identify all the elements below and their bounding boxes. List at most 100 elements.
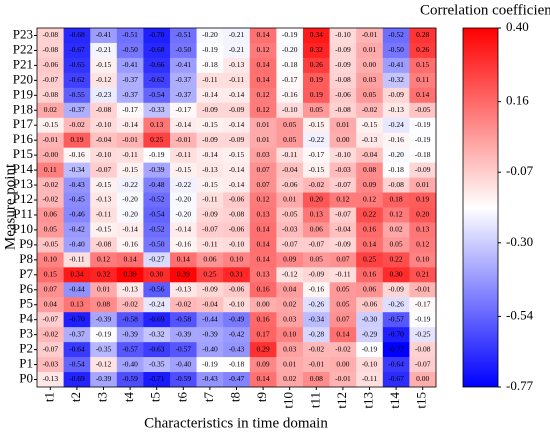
- cell-label: -0.10: [96, 120, 112, 129]
- cell-label: 0.06: [203, 255, 216, 264]
- heat-cell: [356, 117, 384, 134]
- cell-label: -0.09: [202, 284, 218, 293]
- cell-label: -0.03: [282, 225, 298, 234]
- heat-cell: [409, 147, 437, 163]
- heat-cell: [90, 342, 118, 358]
- y-tick-label: P22: [13, 41, 33, 56]
- cell-label: -0.16: [122, 240, 138, 249]
- cell-label: -0.09: [202, 210, 218, 219]
- cell-label: 0.00: [416, 374, 429, 383]
- cell-label: -0.15: [202, 120, 218, 129]
- cell-label: -0.21: [229, 30, 245, 39]
- cell-label: -0.12: [96, 75, 112, 84]
- cell-label: -0.40: [122, 359, 138, 368]
- cell-label: -0.47: [229, 374, 245, 383]
- y-tick-label: P4: [19, 311, 33, 326]
- cell-label: 0.07: [44, 284, 57, 293]
- cell-label: 0.19: [70, 135, 83, 144]
- cell-label: -0.17: [415, 299, 431, 308]
- cell-label: -0.16: [282, 90, 298, 99]
- cell-label: 0.12: [363, 195, 376, 204]
- heat-cell: [143, 117, 171, 134]
- heat-cell: [356, 312, 384, 328]
- heat-cell: [409, 267, 437, 283]
- cell-label: 0.01: [283, 359, 296, 368]
- cell-label: -0.32: [388, 75, 404, 84]
- heat-cell: [143, 72, 171, 89]
- heat-cell: [223, 102, 251, 119]
- cell-label: -0.10: [229, 299, 245, 308]
- cell-label: -0.13: [229, 60, 245, 69]
- y-tick-label: P10: [13, 221, 33, 236]
- cell-label: 0.13: [310, 210, 323, 219]
- cell-label: -0.29: [362, 329, 378, 338]
- heat-cell: [196, 372, 224, 388]
- heat-cell: [249, 117, 277, 134]
- cell-label: 0.20: [310, 195, 323, 204]
- heat-cell: [382, 117, 410, 134]
- heat-cell: [303, 312, 330, 328]
- heat-cell: [196, 117, 224, 134]
- cell-label: 0.14: [257, 240, 270, 249]
- heat-cell: [329, 28, 357, 44]
- heat-cell: [90, 117, 118, 134]
- heat-cell: [276, 372, 304, 388]
- cell-label: -0.05: [42, 240, 58, 249]
- cell-label: -0.44: [202, 314, 218, 323]
- cell-label: -0.39: [96, 374, 112, 383]
- cell-label: 0.31: [230, 270, 243, 279]
- cell-label: -0.09: [388, 284, 404, 293]
- heat-cell: [356, 28, 384, 44]
- colorbar-label: Correlation coefficient: [420, 2, 550, 18]
- cell-label: -0.37: [122, 75, 138, 84]
- cell-label: 0.18: [390, 195, 403, 204]
- heat-cell: [196, 222, 224, 238]
- cell-label: -0.15: [308, 120, 324, 129]
- cell-label: -0.37: [175, 75, 191, 84]
- heat-cell: [249, 312, 277, 328]
- y-tick-label: P19: [13, 86, 33, 101]
- cell-label: -0.22: [308, 135, 324, 144]
- colorbar-tick-label: -0.54: [506, 307, 534, 322]
- heat-cell: [409, 132, 437, 148]
- heat-cell: [356, 177, 384, 193]
- cell-label: -0.18: [388, 165, 404, 174]
- cell-label: -0.39: [202, 329, 218, 338]
- cell-label: -0.41: [96, 30, 112, 39]
- heat-cell: [276, 342, 304, 358]
- heat-cell: [143, 147, 171, 163]
- cell-label: -0.48: [149, 180, 165, 189]
- cell-label: -0.19: [415, 135, 431, 144]
- heat-cell: [409, 42, 437, 59]
- cell-label: 0.14: [363, 240, 376, 249]
- heat-cell: [170, 237, 197, 253]
- cell-label: -0.02: [42, 329, 58, 338]
- heat-cell: [356, 87, 384, 104]
- heat-cell: [329, 72, 357, 89]
- cell-label: 0.05: [310, 105, 323, 114]
- cell-label: 0.01: [336, 120, 349, 129]
- heat-cell: [143, 87, 171, 104]
- heat-cell: [276, 147, 304, 163]
- cell-label: -0.08: [229, 210, 245, 219]
- cell-label: -0.19: [362, 344, 378, 353]
- cell-label: -0.62: [69, 75, 85, 84]
- heat-cell: [37, 312, 64, 328]
- cell-label: 0.01: [416, 180, 429, 189]
- cell-label: -0.21: [229, 45, 245, 54]
- heat-cell: [143, 372, 171, 388]
- heat-cell: [409, 342, 437, 358]
- heat-cell: [196, 207, 224, 223]
- cell-label: -0.57: [388, 314, 404, 323]
- cell-label: -0.18: [202, 60, 218, 69]
- heat-cell: [116, 327, 144, 343]
- cell-label: -0.66: [149, 60, 165, 69]
- heat-cell: [143, 267, 171, 283]
- heat-cell: [63, 117, 91, 134]
- cell-label: -0.11: [362, 374, 378, 383]
- cell-label: -0.15: [308, 165, 324, 174]
- heat-cell: [303, 162, 330, 178]
- cell-label: -0.57: [175, 344, 191, 353]
- heat-cell: [356, 357, 384, 373]
- heat-cell: [90, 357, 118, 373]
